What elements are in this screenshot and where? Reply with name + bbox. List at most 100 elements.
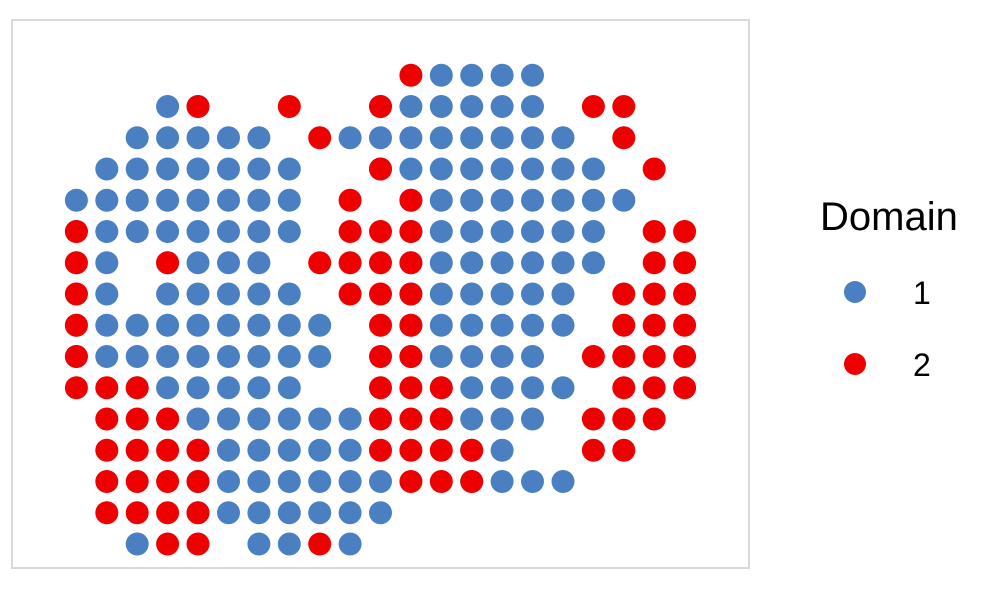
point-domain-1 [551,220,575,243]
point-domain-2 [186,501,210,525]
point-domain-1 [277,220,301,243]
point-domain-1 [125,188,149,212]
point-domain-1 [551,282,575,306]
point-domain-1 [460,63,484,87]
point-domain-1 [429,95,453,118]
point-domain-2 [612,282,636,306]
point-domain-2 [156,251,180,275]
point-domain-1 [247,532,271,556]
points-layer [64,63,697,556]
point-domain-1 [308,501,332,525]
point-domain-2 [612,376,636,400]
point-domain-2 [612,126,636,150]
point-domain-1 [125,157,149,181]
point-domain-2 [642,407,666,431]
point-domain-1 [247,282,271,306]
point-domain-1 [521,157,544,181]
point-domain-2 [612,313,636,337]
point-domain-1 [308,313,332,337]
point-domain-2 [186,438,210,462]
point-domain-2 [156,532,180,556]
point-domain-1 [217,126,240,150]
point-domain-2 [399,470,423,493]
point-domain-1 [490,282,514,306]
point-domain-2 [338,282,362,306]
point-domain-1 [551,376,575,400]
point-domain-2 [673,313,697,337]
point-domain-1 [95,188,119,212]
point-domain-1 [186,345,210,368]
point-domain-1 [156,345,180,368]
point-domain-1 [277,470,301,493]
point-domain-2 [642,376,666,400]
point-domain-2 [429,376,453,400]
point-domain-1 [551,157,575,181]
point-domain-1 [460,313,484,337]
point-domain-1 [612,188,636,212]
point-domain-1 [551,470,575,493]
point-domain-2 [95,501,119,525]
point-domain-1 [277,532,301,556]
point-domain-1 [247,501,271,525]
point-domain-2 [399,282,423,306]
point-domain-1 [521,188,544,212]
point-domain-1 [277,438,301,462]
point-domain-1 [429,126,453,150]
point-domain-1 [429,313,453,337]
legend-label-1: 1 [913,275,931,311]
point-domain-2 [369,438,392,462]
point-domain-1 [429,345,453,368]
point-domain-1 [429,282,453,306]
point-domain-1 [186,157,210,181]
point-domain-1 [186,188,210,212]
point-domain-2 [156,501,180,525]
point-domain-2 [277,95,301,118]
point-domain-1 [156,126,180,150]
point-domain-1 [521,313,544,337]
point-domain-2 [369,345,392,368]
point-domain-2 [338,220,362,243]
point-domain-1 [490,95,514,118]
point-domain-2 [581,407,605,431]
point-domain-2 [64,345,88,368]
point-domain-2 [612,95,636,118]
point-domain-1 [308,470,332,493]
legend-label-2: 2 [913,347,931,383]
point-domain-1 [64,188,88,212]
point-domain-2 [399,345,423,368]
point-domain-2 [673,220,697,243]
point-domain-1 [95,345,119,368]
point-domain-1 [156,220,180,243]
point-domain-1 [156,95,180,118]
point-domain-1 [217,438,240,462]
legend: Domain 1 2 [820,195,958,383]
point-domain-1 [521,470,544,493]
point-domain-1 [460,345,484,368]
point-domain-2 [642,313,666,337]
point-domain-2 [399,313,423,337]
point-domain-1 [95,157,119,181]
point-domain-2 [399,188,423,212]
point-domain-1 [95,220,119,243]
point-domain-1 [156,376,180,400]
legend-entry-2: 2 [844,347,931,383]
point-domain-1 [521,220,544,243]
point-domain-2 [308,532,332,556]
point-domain-1 [186,407,210,431]
point-domain-1 [581,157,605,181]
point-domain-2 [125,407,149,431]
point-domain-1 [490,157,514,181]
point-domain-1 [247,407,271,431]
point-domain-1 [490,220,514,243]
point-domain-1 [490,251,514,275]
point-domain-1 [551,126,575,150]
point-domain-2 [399,376,423,400]
point-domain-2 [399,251,423,275]
point-domain-1 [521,345,544,368]
point-domain-1 [369,470,392,493]
point-domain-1 [399,157,423,181]
point-domain-1 [247,470,271,493]
point-domain-2 [125,376,149,400]
point-domain-1 [277,157,301,181]
point-domain-1 [156,313,180,337]
